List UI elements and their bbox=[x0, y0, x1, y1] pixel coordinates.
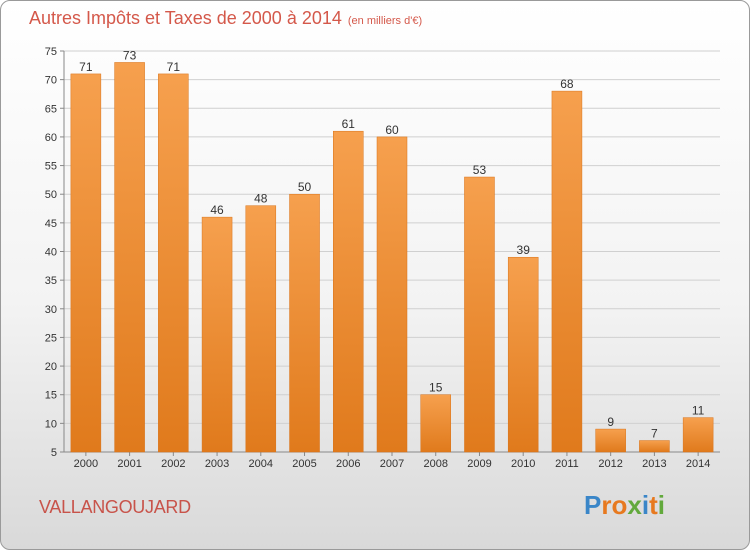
y-tick-label: 20 bbox=[45, 361, 57, 373]
x-tick-label-2012: 2012 bbox=[598, 458, 622, 470]
data-label-2007: 60 bbox=[385, 123, 399, 137]
data-label-2002: 71 bbox=[167, 60, 181, 74]
x-tick-label-2002: 2002 bbox=[161, 458, 185, 470]
data-label-2006: 61 bbox=[342, 117, 356, 131]
bar-2009 bbox=[464, 176, 495, 453]
logo-letter: P bbox=[584, 490, 602, 520]
logo-letter: r bbox=[601, 490, 612, 520]
data-label-2004: 48 bbox=[254, 192, 268, 206]
data-label-2010: 39 bbox=[517, 243, 531, 257]
data-label-2000: 71 bbox=[79, 60, 93, 74]
data-label-2012: 9 bbox=[607, 415, 614, 429]
bars bbox=[70, 62, 714, 453]
data-label-2005: 50 bbox=[298, 180, 312, 194]
y-tick-label: 55 bbox=[45, 161, 57, 173]
data-label-2011: 68 bbox=[560, 77, 574, 91]
y-tick-label: 15 bbox=[45, 390, 57, 402]
bar-2008 bbox=[420, 394, 451, 453]
logo-letter: x bbox=[627, 490, 642, 520]
y-tick-label: 65 bbox=[45, 103, 57, 115]
x-tick-label-2001: 2001 bbox=[117, 458, 141, 470]
x-tick-label-2010: 2010 bbox=[511, 458, 535, 470]
x-tick-label-2009: 2009 bbox=[467, 458, 491, 470]
bar-2004 bbox=[245, 205, 277, 453]
chart-title-unit: (en milliers d'€) bbox=[347, 15, 423, 27]
chart-title-text: Autres Impôts et Taxes de 2000 à 2014 bbox=[29, 8, 342, 28]
bar-2006 bbox=[333, 130, 364, 453]
y-tick-label: 60 bbox=[45, 132, 57, 144]
x-tick-label-2000: 2000 bbox=[74, 458, 98, 470]
data-label-2008: 15 bbox=[429, 381, 443, 395]
data-label-2013: 7 bbox=[651, 427, 658, 441]
axes: 5 10 15 20 25 30 35 40 45 50 55 60 65 70 75 2000 2001 200… bbox=[45, 46, 720, 470]
y-tick-label: 10 bbox=[45, 418, 57, 430]
data-label-2001: 73 bbox=[123, 48, 137, 62]
x-tick-label-2011: 2011 bbox=[555, 458, 579, 470]
bar-2005 bbox=[289, 193, 320, 453]
y-tick-label: 35 bbox=[45, 275, 57, 287]
bar-2003 bbox=[201, 216, 233, 453]
data-label-2009: 53 bbox=[473, 163, 487, 177]
x-tick-label-2014: 2014 bbox=[686, 458, 710, 470]
y-tick-label: 40 bbox=[45, 247, 57, 259]
x-tick-label-2004: 2004 bbox=[249, 458, 273, 470]
bar-2007 bbox=[376, 136, 408, 453]
y-tick-label: 30 bbox=[45, 304, 57, 316]
y-tick-label: 75 bbox=[45, 46, 57, 58]
bar-2001 bbox=[114, 62, 145, 453]
logo-letter: o bbox=[611, 490, 628, 520]
y-tick-label: 50 bbox=[45, 189, 57, 201]
chart-title: Autres Impôts et Taxes de 2000 à 2014 (en… bbox=[29, 8, 422, 29]
x-tick-label-2013: 2013 bbox=[642, 458, 666, 470]
y-tick-label: 5 bbox=[51, 447, 57, 459]
x-tick-label-2005: 2005 bbox=[292, 458, 316, 470]
bar-2000 bbox=[70, 73, 102, 453]
logo-letter: i bbox=[657, 490, 665, 520]
y-tick-label: 70 bbox=[45, 75, 57, 87]
bar-2002 bbox=[158, 73, 189, 453]
bar-2012 bbox=[595, 428, 626, 453]
bar-2014 bbox=[682, 417, 714, 453]
data-label-2014: 11 bbox=[692, 404, 705, 418]
bar-2011 bbox=[551, 90, 583, 453]
data-label-2003: 46 bbox=[210, 203, 224, 217]
logo-letter: i bbox=[641, 490, 650, 520]
y-tick-label: 25 bbox=[45, 332, 57, 344]
y-tick-label: 45 bbox=[45, 218, 57, 230]
commune-name: VALLANGOUJARD bbox=[39, 497, 191, 517]
x-tick-label-2007: 2007 bbox=[380, 458, 404, 470]
proxiti-logo[interactable]: Proxiti bbox=[584, 490, 665, 521]
x-tick-label-2008: 2008 bbox=[423, 458, 447, 470]
logo-letter: t bbox=[649, 490, 658, 520]
bar-2013 bbox=[639, 440, 670, 453]
x-tick-label-2003: 2003 bbox=[205, 458, 229, 470]
bar-2010 bbox=[507, 256, 539, 453]
x-tick-label-2006: 2006 bbox=[336, 458, 360, 470]
